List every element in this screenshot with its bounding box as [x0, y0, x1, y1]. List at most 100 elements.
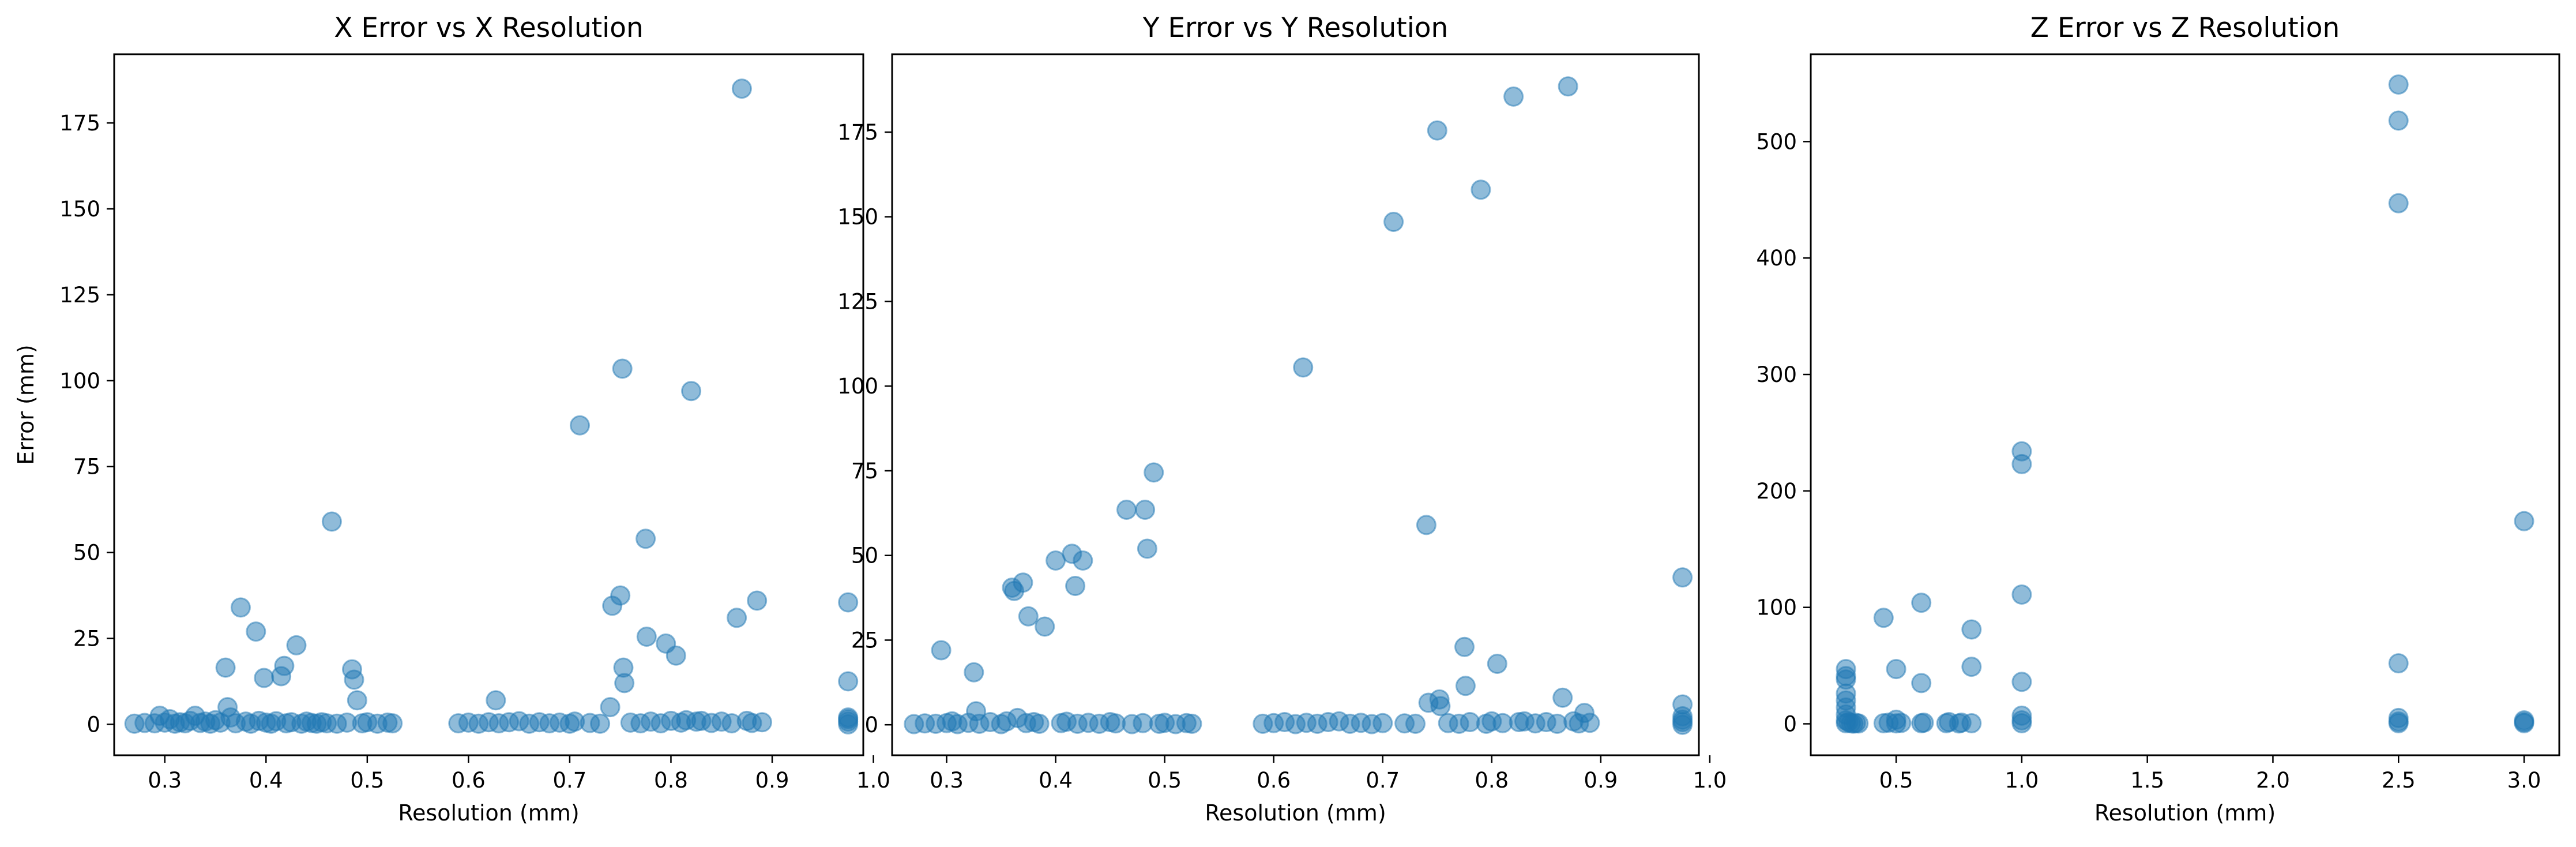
data-point	[838, 707, 859, 728]
x-tick-label: 0.3	[148, 768, 182, 793]
data-point	[1911, 673, 1932, 694]
axes-frame	[113, 53, 864, 756]
data-point	[570, 415, 590, 436]
data-point	[1911, 593, 1932, 613]
x-tick-label: 0.9	[1584, 768, 1618, 793]
data-point	[215, 657, 236, 678]
x-tick-label: 1.0	[1693, 768, 1727, 793]
data-point	[600, 697, 621, 718]
chart-panel: 0.3 0.4 0.5 0.6 0.7 0.8 0.9 1.0 0 25 50 75 100 125 150…	[837, 12, 1727, 826]
y-tick-label: 25	[851, 628, 878, 653]
chart-title: Z Error vs Z Resolution	[2030, 12, 2340, 44]
data-point	[752, 712, 772, 733]
chart-panel: 0.3 0.4 0.5 0.6 0.7 0.8 0.9 1.0 0 25 50 75 100 125 150…	[13, 12, 890, 826]
data-point	[1886, 659, 1906, 680]
data-point	[2011, 672, 2032, 692]
data-point	[1547, 713, 1567, 734]
data-point	[1454, 636, 1475, 657]
data-point	[2011, 584, 2032, 605]
y-tick-label: 100	[59, 369, 100, 393]
x-tick-label: 3.0	[2507, 768, 2541, 793]
y-tick-label: 25	[73, 627, 100, 651]
data-point	[612, 358, 633, 379]
x-tick-label: 2.0	[2256, 768, 2290, 793]
data-point	[636, 627, 657, 647]
x-tick-label: 0.6	[1257, 768, 1291, 793]
chart-title: X Error vs X Resolution	[334, 12, 644, 44]
x-tick-label: 0.5	[1879, 768, 1913, 793]
y-tick-label: 75	[73, 455, 100, 479]
y-axis-label: Error (mm)	[13, 344, 39, 464]
data-point	[1293, 357, 1314, 378]
data-point	[1961, 619, 1982, 640]
x-tick-label: 0.9	[755, 768, 789, 793]
data-point	[747, 590, 768, 611]
data-point	[486, 690, 506, 711]
data-point	[2388, 193, 2409, 213]
data-point	[1552, 687, 1573, 708]
data-point	[2011, 713, 2032, 733]
y-tick-label: 400	[1756, 246, 1797, 271]
data-point	[1416, 515, 1436, 535]
data-point	[731, 78, 752, 99]
data-point	[1383, 212, 1404, 232]
x-tick-label: 1.0	[2005, 768, 2039, 793]
data-point	[1873, 608, 1894, 628]
data-point	[1013, 572, 1033, 593]
y-tick-label: 0	[1783, 712, 1797, 737]
data-point	[246, 621, 266, 642]
data-point	[1961, 657, 1982, 677]
data-point	[1672, 694, 1693, 715]
data-point	[344, 669, 364, 690]
data-point	[1848, 713, 1869, 734]
y-tick-label: 75	[851, 459, 878, 484]
y-tick-label: 150	[59, 197, 100, 222]
data-point	[1836, 659, 1856, 680]
data-point	[1891, 713, 1912, 733]
data-point	[230, 597, 251, 618]
data-point	[1065, 576, 1086, 596]
y-tick-label: 200	[1756, 479, 1797, 504]
x-tick-label: 0.5	[350, 768, 384, 793]
data-point	[1427, 120, 1447, 141]
data-point	[1144, 462, 1164, 483]
y-tick-label: 175	[837, 120, 878, 145]
axes-frame	[891, 53, 1700, 756]
data-point	[2388, 713, 2409, 733]
y-tick-label: 125	[837, 289, 878, 314]
y-tick-label: 0	[87, 712, 100, 737]
data-point	[614, 673, 635, 694]
data-point	[1182, 713, 1202, 734]
y-tick-label: 300	[1756, 362, 1797, 387]
data-point	[2388, 653, 2409, 674]
data-point	[681, 381, 702, 402]
chart-title: Y Error vs Y Resolution	[1142, 12, 1449, 44]
data-point	[1018, 606, 1039, 627]
x-tick-label: 0.7	[1366, 768, 1400, 793]
y-tick-label: 0	[864, 713, 878, 737]
data-point	[254, 668, 274, 688]
axes-frame	[1810, 53, 2560, 756]
data-point	[838, 592, 859, 613]
data-point	[347, 690, 367, 711]
data-point	[1487, 654, 1507, 674]
x-tick-label: 2.5	[2382, 768, 2416, 793]
x-tick-label: 0.3	[930, 768, 964, 793]
data-point	[1035, 616, 1055, 637]
data-point	[2388, 110, 2409, 131]
data-point	[1073, 550, 1093, 571]
data-point	[838, 671, 859, 692]
x-tick-label: 1.0	[856, 768, 890, 793]
data-point	[1455, 676, 1476, 696]
data-point	[1116, 500, 1137, 520]
data-point	[274, 655, 295, 676]
x-tick-label: 0.8	[654, 768, 688, 793]
data-point	[1961, 713, 1982, 733]
y-tick-label: 100	[837, 374, 878, 399]
data-point	[1029, 713, 1050, 734]
x-tick-label: 0.8	[1475, 768, 1509, 793]
x-axis-label: Resolution (mm)	[1205, 800, 1386, 826]
data-point	[2388, 74, 2409, 95]
data-point	[2514, 511, 2534, 531]
